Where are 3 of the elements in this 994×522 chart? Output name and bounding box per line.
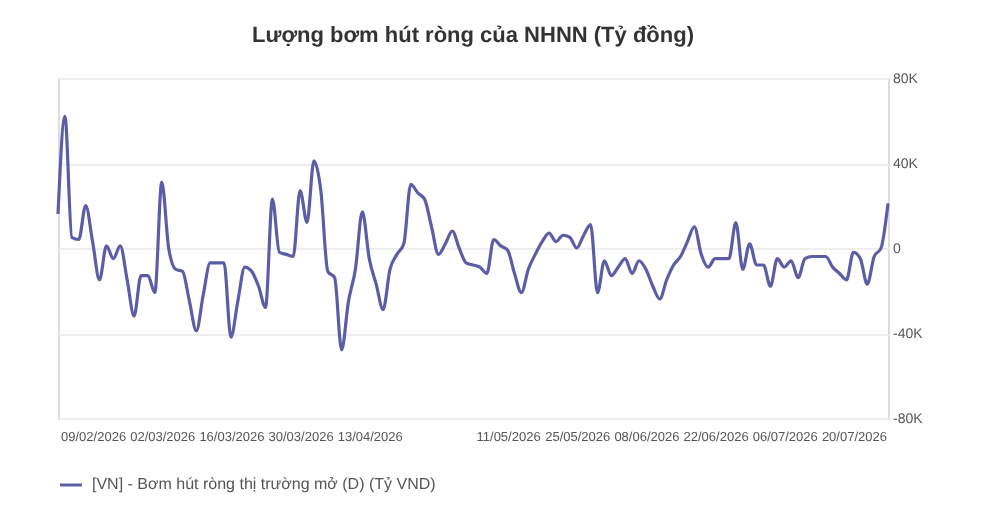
line-series [56,114,890,352]
legend-label: [VN] - Bơm hút ròng thị trường mở (D) (Tỷ VND) [92,475,437,493]
chart-title: Lượng bơm hút ròng của NHNN (Tỷ đồng) [252,24,695,48]
